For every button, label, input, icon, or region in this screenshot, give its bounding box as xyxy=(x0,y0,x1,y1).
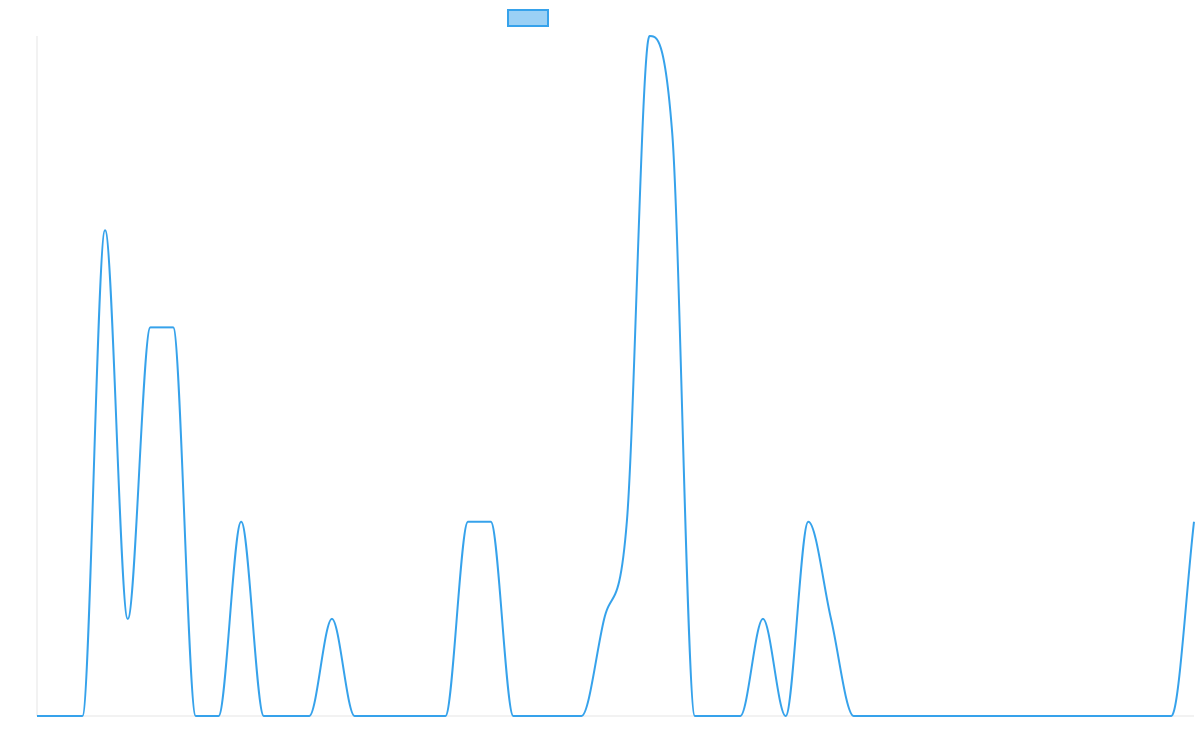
legend-swatch[interactable] xyxy=(507,9,549,27)
series-line-0 xyxy=(37,35,1195,717)
